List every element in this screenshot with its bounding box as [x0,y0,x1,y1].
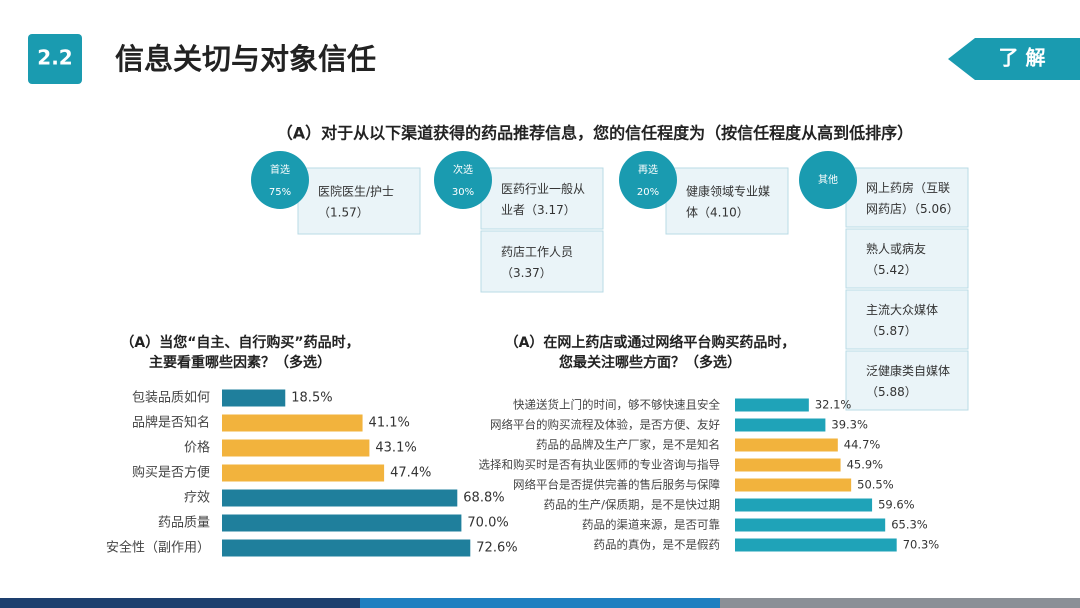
value-label: 41.1% [369,416,410,431]
badge-label: 再选 [638,163,658,176]
chart-title: （A）在网上药店或通过网络平台购买药品时， [505,334,796,351]
trust-item: （5.87） [866,324,917,338]
trust-box [297,167,421,235]
trust-item: 业者（3.17） [501,203,576,217]
trust-box [845,228,969,289]
category-label: 药品的生产/保质期，是不是快过期 [544,498,720,512]
category-label: 购买是否方便 [132,465,210,481]
tag-shape [948,38,1080,80]
section-badge [28,34,82,84]
category-label: 安全性（副作用） [106,540,210,556]
trust-item: 医药行业一般从 [501,181,585,196]
footer-stripe [0,598,360,608]
bar [222,539,471,557]
badge-label: 次选 [453,163,473,176]
tag-text: 了 解 [999,46,1046,70]
bar [735,518,886,532]
trust-badge [619,151,677,209]
trust-item: 熟人或病友 [866,241,926,256]
category-label: 品牌是否知名 [132,415,210,431]
bar [222,464,385,482]
bar [735,498,873,512]
trust-item: （5.88） [866,385,917,399]
chart-title: 您最关注哪些方面？（多选） [559,354,741,371]
bar [735,418,826,432]
bar [222,439,370,457]
trust-title: （A）对于从以下渠道获得的药品推荐信息，您的信任程度为（按信任程度从高到低排序） [277,124,913,143]
trust-item: 主流大众媒体 [866,303,938,317]
value-label: 39.3% [831,418,868,432]
bar [735,438,838,452]
value-label: 70.0% [467,516,508,531]
badge-share: 20% [637,187,659,198]
bar [735,478,852,492]
bar [222,389,286,407]
bar [735,398,809,412]
trust-item: 网上药房（互联 [866,180,950,195]
category-label: 药品的品牌及生产厂家，是不是知名 [536,438,720,452]
category-label: 网络平台是否提供完善的售后服务与保障 [513,478,720,492]
value-label: 72.6% [476,541,517,556]
trust-box [665,167,789,235]
category-label: 药品的渠道来源，是否可靠 [582,518,720,532]
bar [222,414,363,432]
footer-stripe [360,598,720,608]
trust-item: （5.42） [866,263,917,277]
trust-box [480,167,604,230]
category-label: 包装品质如何 [132,390,210,406]
trust-item: 网药店）（5.06） [866,202,959,216]
category-label: 网络平台的购买流程及体验，是否方便、友好 [490,418,720,432]
trust-item: 健康领域专业媒 [686,184,770,199]
chart-title: 主要看重哪些因素？（多选） [149,354,331,371]
bar [222,514,462,532]
bar [735,458,841,472]
trust-badge [434,151,492,209]
value-label: 70.3% [903,538,940,552]
value-label: 45.9% [847,458,884,472]
chart-title: （A）当您“自主、自行购买”药品时， [120,334,359,351]
value-label: 18.5% [291,391,332,406]
trust-item: 药店工作人员 [501,245,573,259]
value-label: 43.1% [375,441,416,456]
trust-box [845,350,969,411]
category-label: 价格 [184,440,210,456]
trust-badge [799,151,857,209]
bar [735,538,897,552]
value-label: 59.6% [878,498,915,512]
trust-item: （3.37） [501,266,552,280]
section-number: 2.2 [37,46,72,70]
value-label: 47.4% [390,466,431,481]
slide-title: 信息关切与对象信任 [115,42,376,76]
trust-box [480,230,604,293]
badge-share: 30% [452,187,474,198]
trust-item: 泛健康类自媒体 [866,363,950,378]
value-label: 65.3% [891,518,928,532]
category-label: 快递送货上门的时间，够不够快速且安全 [513,398,720,412]
trust-item: 体（4.10） [686,206,749,220]
value-label: 44.7% [844,438,881,452]
value-label: 68.8% [463,491,504,506]
trust-box [845,289,969,350]
value-label: 50.5% [857,478,894,492]
category-label: 药品质量 [158,516,210,531]
trust-item: 医院医生/护士 [318,185,394,199]
bar [222,489,458,507]
trust-badge [251,151,309,209]
trust-box [845,167,969,228]
trust-item: （1.57） [318,206,369,220]
footer-stripe [720,598,1080,608]
badge-label: 首选 [270,163,290,176]
badge-share: 75% [269,187,291,198]
value-label: 32.1% [815,398,852,412]
category-label: 药品的真伪，是不是假药 [594,538,721,552]
badge-label: 其他 [818,173,838,186]
category-label: 疗效 [184,491,210,506]
category-label: 选择和购买时是否有执业医师的专业咨询与指导 [479,458,721,472]
